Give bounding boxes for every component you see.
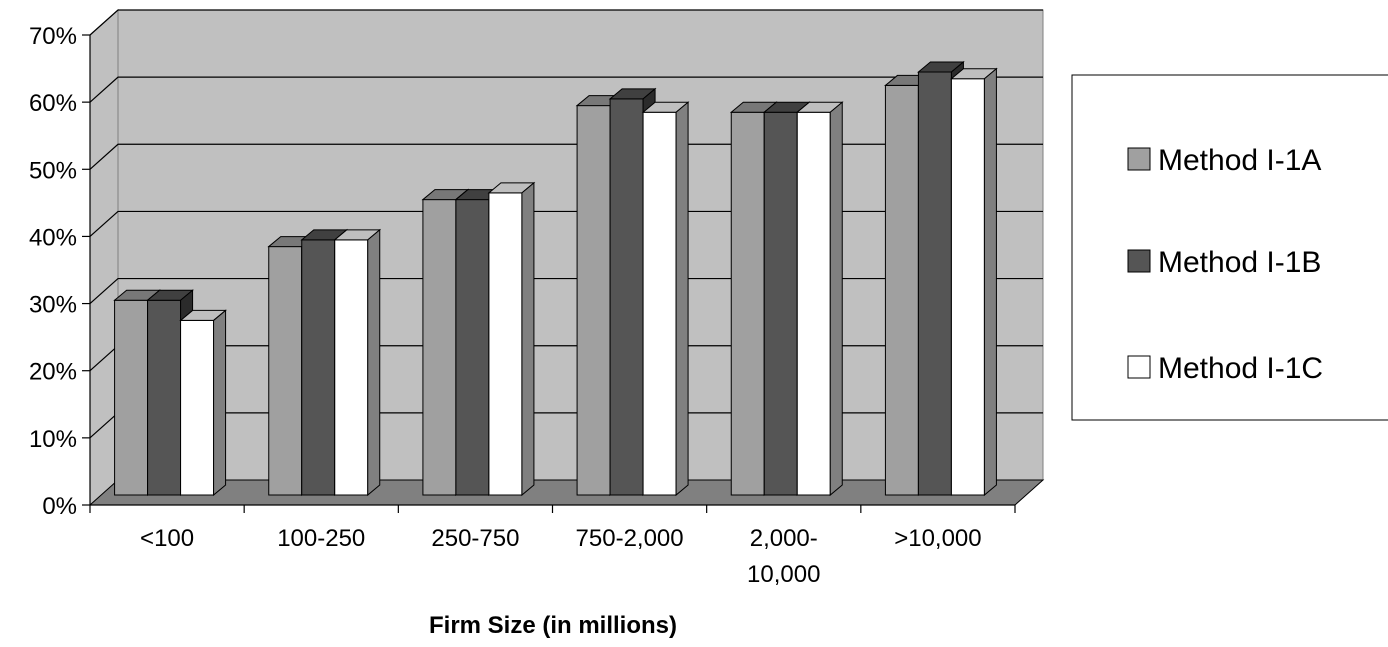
bar-front xyxy=(796,111,831,496)
x-tick-labels: <100 100-250 250-750 750-2,000 2,000-10,000 >… xyxy=(140,525,982,588)
y-tick-label: 30% xyxy=(29,292,77,319)
x-category-label: 100-250 xyxy=(277,525,365,552)
bar-front xyxy=(884,84,919,496)
x-category-label: >10,000 xyxy=(894,525,981,552)
gridline xyxy=(89,9,1043,36)
bar-1-2 xyxy=(333,228,382,497)
bar-side xyxy=(829,101,843,497)
bar-front xyxy=(147,299,182,496)
bar-3-2 xyxy=(641,101,690,497)
gridline xyxy=(89,76,1043,103)
legend-label: Method I-1A xyxy=(1158,144,1321,177)
legend-swatch xyxy=(1127,355,1151,379)
bar-front xyxy=(917,71,952,496)
x-axis-title: Firm Size (in millions) xyxy=(429,612,677,639)
bar-front xyxy=(642,111,677,496)
bar-front xyxy=(488,192,523,496)
bar-4-2 xyxy=(795,101,844,497)
bar-front xyxy=(730,111,765,496)
x-category-label: 2,000-10,000 xyxy=(747,525,820,588)
bar-front xyxy=(334,239,369,496)
y-tick-label: 10% xyxy=(29,426,77,453)
y-tick-label: 0% xyxy=(42,493,77,520)
legend-swatch xyxy=(1127,249,1151,273)
bars xyxy=(113,60,998,497)
bar-side xyxy=(367,228,381,497)
x-category-label: 250-750 xyxy=(431,525,519,552)
bar-front xyxy=(422,199,457,496)
bar-side xyxy=(521,181,535,497)
legend-box xyxy=(1071,74,1388,421)
bar-front xyxy=(576,105,611,496)
y-tick-label: 70% xyxy=(29,23,77,50)
y-tick-label: 60% xyxy=(29,90,77,117)
axes xyxy=(82,34,1016,513)
y-tick-label: 20% xyxy=(29,359,77,386)
bar-front xyxy=(763,111,798,496)
bar-2-2 xyxy=(487,181,536,497)
bar-front xyxy=(301,239,336,496)
bar-front xyxy=(455,199,490,496)
legend: Method I-1A Method I-1B Method I-1C xyxy=(1071,74,1388,421)
bar-side xyxy=(983,67,997,497)
bar-5-2 xyxy=(950,67,998,497)
bar-front xyxy=(114,299,149,496)
bar-front xyxy=(268,246,303,496)
side-wall xyxy=(89,8,119,507)
bar-front xyxy=(180,319,215,496)
legend-swatch xyxy=(1127,147,1151,171)
x-category-label: 750-2,000 xyxy=(576,525,684,552)
bar-side xyxy=(675,101,689,497)
legend-label: Method I-1B xyxy=(1158,246,1321,279)
bar-front xyxy=(609,98,644,496)
bar-front xyxy=(950,78,985,496)
y-tick-label: 40% xyxy=(29,224,77,251)
x-category-label: <100 xyxy=(140,525,194,552)
bar-side xyxy=(213,309,227,497)
y-tick-labels: 0% 10% 20% 30% 40% 50% 60% 70% xyxy=(29,23,77,520)
y-tick-label: 50% xyxy=(29,157,77,184)
legend-label: Method I-1C xyxy=(1158,352,1323,385)
bar-0-2 xyxy=(179,309,227,497)
